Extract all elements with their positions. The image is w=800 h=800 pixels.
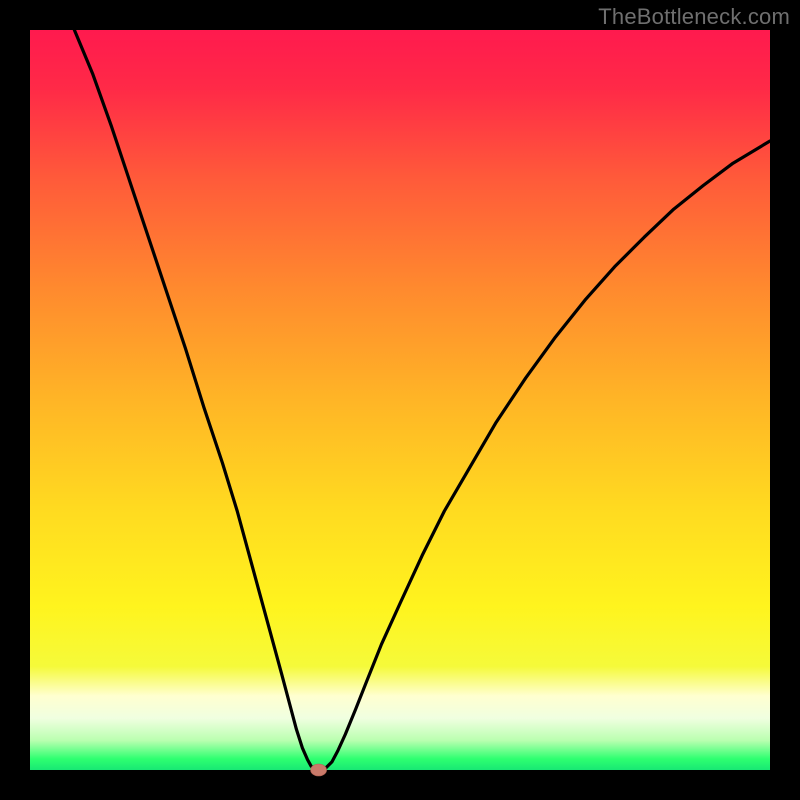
plot-background <box>30 30 770 770</box>
watermark-text: TheBottleneck.com <box>598 4 790 30</box>
chart-frame: TheBottleneck.com <box>0 0 800 800</box>
bottleneck-chart <box>0 0 800 800</box>
optimum-marker <box>311 764 327 776</box>
